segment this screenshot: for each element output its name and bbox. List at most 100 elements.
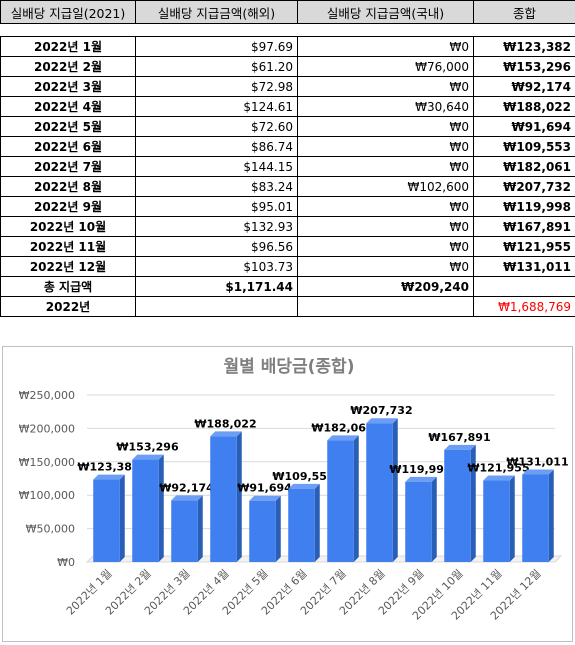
month-cell[interactable]: 2022년 12월 bbox=[0, 256, 136, 277]
summary-label[interactable]: 총 지급액 bbox=[0, 276, 136, 297]
total-amount-cell[interactable]: ₩92,174 bbox=[473, 76, 575, 97]
foreign-amount-cell[interactable]: $124.61 bbox=[135, 96, 298, 117]
foreign-amount-cell[interactable]: $61.20 bbox=[135, 56, 298, 77]
bar-side bbox=[470, 444, 476, 562]
total-amount-cell[interactable]: ₩207,732 bbox=[473, 176, 575, 197]
blank-cell[interactable] bbox=[0, 23, 136, 37]
bar-side bbox=[314, 483, 320, 562]
bar-top bbox=[405, 476, 437, 482]
total-amount-cell[interactable]: ₩91,694 bbox=[473, 116, 575, 137]
month-cell[interactable]: 2022년 3월 bbox=[0, 76, 136, 97]
bar-top bbox=[132, 454, 164, 460]
header-domestic-amount[interactable]: 실배당 지급금액(국내) bbox=[297, 0, 474, 24]
year-foreign-empty[interactable] bbox=[135, 296, 298, 317]
blank-cell[interactable] bbox=[297, 23, 474, 37]
total-amount-cell[interactable]: ₩167,891 bbox=[473, 216, 575, 237]
table-row: 2022년 4월 $124.61 ₩30,640 ₩188,022 bbox=[0, 96, 575, 117]
header-total[interactable]: 종합 bbox=[473, 0, 575, 24]
table-row: 2022년 12월 $103.73 ₩0 ₩131,011 bbox=[0, 256, 575, 277]
bar bbox=[366, 423, 393, 562]
domestic-amount-cell[interactable]: ₩0 bbox=[297, 216, 474, 237]
domestic-amount-cell[interactable]: ₩102,600 bbox=[297, 176, 474, 197]
domestic-amount-cell[interactable]: ₩0 bbox=[297, 136, 474, 157]
chart-title: 월별 배당금(종합) bbox=[224, 356, 355, 377]
table-row: 2022년 1월 $97.69 ₩0 ₩123,382 bbox=[0, 36, 575, 57]
domestic-amount-cell[interactable]: ₩0 bbox=[297, 236, 474, 257]
bar-top bbox=[249, 495, 281, 501]
data-label: ₩182,061 bbox=[311, 421, 373, 434]
total-amount-cell[interactable]: ₩182,061 bbox=[473, 156, 575, 177]
domestic-amount-cell[interactable]: ₩0 bbox=[297, 156, 474, 177]
monthly-dividend-chart: 월별 배당금(종합) ₩0 ₩50,000 ₩100,000 ₩150,000 ₩200,… bbox=[19, 356, 569, 623]
foreign-amount-cell[interactable]: $86.74 bbox=[135, 136, 298, 157]
foreign-amount-cell[interactable]: $103.73 bbox=[135, 256, 298, 277]
summary-foreign[interactable]: $1,171.44 bbox=[135, 276, 298, 297]
total-amount-cell[interactable]: ₩121,955 bbox=[473, 236, 575, 257]
bar bbox=[405, 481, 432, 562]
total-amount-cell[interactable]: ₩119,998 bbox=[473, 196, 575, 217]
summary-domestic[interactable]: ₩209,240 bbox=[297, 276, 474, 297]
month-cell[interactable]: 2022년 11월 bbox=[0, 236, 136, 257]
bar bbox=[93, 479, 120, 562]
bar-top bbox=[366, 418, 398, 424]
month-cell[interactable]: 2022년 8월 bbox=[0, 176, 136, 197]
total-amount-cell[interactable]: ₩188,022 bbox=[473, 96, 575, 117]
total-amount-cell[interactable]: ₩131,011 bbox=[473, 256, 575, 277]
domestic-amount-cell[interactable]: ₩30,640 bbox=[297, 96, 474, 117]
year-total[interactable]: ₩1,688,769 bbox=[473, 296, 575, 317]
month-cell[interactable]: 2022년 5월 bbox=[0, 116, 136, 137]
data-label: ₩119,998 bbox=[389, 463, 451, 476]
chart-area[interactable]: 월별 배당금(종합) ₩0 ₩50,000 ₩100,000 ₩150,000 ₩200,… bbox=[2, 346, 573, 642]
bar bbox=[444, 449, 471, 562]
month-cell[interactable]: 2022년 10월 bbox=[0, 216, 136, 237]
summary-total-empty[interactable] bbox=[473, 276, 575, 297]
data-label: ₩188,022 bbox=[194, 417, 256, 430]
foreign-amount-cell[interactable]: $144.15 bbox=[135, 156, 298, 177]
bar bbox=[132, 459, 159, 562]
data-label: ₩91,694 bbox=[237, 482, 292, 495]
bar-side bbox=[431, 476, 437, 562]
foreign-amount-cell[interactable]: $72.60 bbox=[135, 116, 298, 137]
bar-top bbox=[171, 495, 203, 501]
foreign-amount-cell[interactable]: $83.24 bbox=[135, 176, 298, 197]
blank-cell[interactable] bbox=[473, 23, 575, 37]
foreign-amount-cell[interactable]: $96.56 bbox=[135, 236, 298, 257]
y-tick-label: ₩150,000 bbox=[19, 456, 75, 469]
bar-side bbox=[392, 418, 398, 562]
total-amount-cell[interactable]: ₩109,553 bbox=[473, 136, 575, 157]
month-cell[interactable]: 2022년 9월 bbox=[0, 196, 136, 217]
month-cell[interactable]: 2022년 2월 bbox=[0, 56, 136, 77]
bar-side bbox=[158, 454, 164, 562]
bar-top bbox=[444, 444, 476, 450]
bar bbox=[327, 440, 354, 562]
domestic-amount-cell[interactable]: ₩0 bbox=[297, 196, 474, 217]
total-amount-cell[interactable]: ₩123,382 bbox=[473, 36, 575, 57]
month-cell[interactable]: 2022년 4월 bbox=[0, 96, 136, 117]
month-cell[interactable]: 2022년 1월 bbox=[0, 36, 136, 57]
domestic-amount-cell[interactable]: ₩76,000 bbox=[297, 56, 474, 77]
foreign-amount-cell[interactable]: $72.98 bbox=[135, 76, 298, 97]
table-row: 2022년 6월 $86.74 ₩0 ₩109,553 bbox=[0, 136, 575, 157]
data-label: ₩92,174 bbox=[159, 481, 214, 494]
month-cell[interactable]: 2022년 7월 bbox=[0, 156, 136, 177]
domestic-amount-cell[interactable]: ₩0 bbox=[297, 76, 474, 97]
domestic-amount-cell[interactable]: ₩0 bbox=[297, 116, 474, 137]
domestic-amount-cell[interactable]: ₩0 bbox=[297, 256, 474, 277]
month-cell[interactable]: 2022년 6월 bbox=[0, 136, 136, 157]
foreign-amount-cell[interactable]: $97.69 bbox=[135, 36, 298, 57]
blank-cell[interactable] bbox=[135, 23, 298, 37]
year-label[interactable]: 2022년 bbox=[0, 296, 136, 317]
data-label: ₩207,732 bbox=[350, 404, 412, 417]
bar bbox=[171, 500, 198, 562]
year-domestic-empty[interactable] bbox=[297, 296, 474, 317]
domestic-amount-cell[interactable]: ₩0 bbox=[297, 36, 474, 57]
total-amount-cell[interactable]: ₩153,296 bbox=[473, 56, 575, 77]
header-foreign-amount[interactable]: 실배당 지급금액(해외) bbox=[135, 0, 298, 24]
y-tick-label: ₩250,000 bbox=[19, 389, 75, 402]
bar-side bbox=[275, 495, 281, 562]
data-label: ₩109,553 bbox=[272, 470, 334, 483]
bar-top bbox=[483, 475, 515, 481]
header-pay-date[interactable]: 실배당 지급일(2021) bbox=[0, 0, 136, 24]
foreign-amount-cell[interactable]: $132.93 bbox=[135, 216, 298, 237]
foreign-amount-cell[interactable]: $95.01 bbox=[135, 196, 298, 217]
